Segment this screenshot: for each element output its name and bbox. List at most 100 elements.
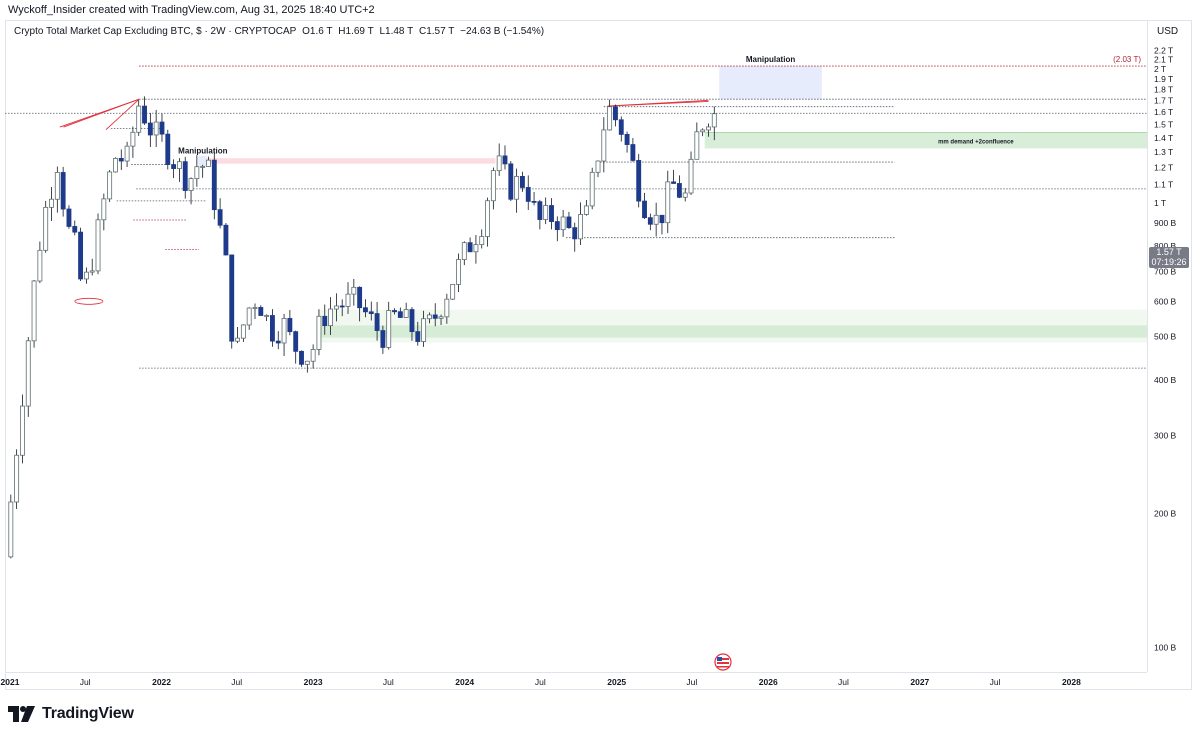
candle (322, 304, 328, 335)
candle-body (258, 307, 264, 316)
candle-body (613, 106, 618, 121)
candle (653, 202, 659, 237)
candle (624, 131, 630, 153)
candle-body (368, 311, 374, 314)
candle (467, 237, 473, 253)
candle (363, 299, 368, 318)
support-zone-1 (318, 309, 1147, 343)
candle-body (299, 350, 304, 365)
time-axis: 2021 Jul 2022 Jul 2023 Jul 2024 Jul 2025 Jul 2026 J… (1, 677, 1082, 687)
candle (607, 99, 613, 131)
candle-body (403, 309, 409, 318)
candle-body (490, 170, 496, 202)
candle-body (264, 315, 270, 317)
candle (147, 112, 153, 147)
candle (159, 113, 165, 142)
candle-body (60, 172, 66, 210)
candle-body (618, 119, 624, 135)
candle (601, 117, 607, 173)
candle (264, 314, 270, 322)
price-tick-label: 1 T (1154, 198, 1166, 208)
candle (107, 170, 113, 202)
candle (618, 116, 624, 142)
candle-body (421, 318, 427, 342)
candle (374, 301, 380, 341)
candle (432, 303, 438, 327)
candle (421, 310, 427, 347)
candle (688, 151, 694, 195)
candle (270, 309, 275, 347)
candle-body (392, 310, 397, 313)
candle-body (165, 133, 171, 165)
candle (8, 494, 14, 559)
candle (345, 282, 351, 314)
candle-body (711, 113, 717, 128)
candle (368, 301, 374, 321)
candle (37, 241, 43, 284)
candle-body (595, 160, 601, 173)
time-tick-label: Jul (990, 677, 1001, 687)
candle-body (72, 226, 78, 233)
time-tick-label: 2025 (607, 677, 626, 687)
candle (287, 309, 293, 336)
candle-body (14, 454, 20, 503)
candle (252, 303, 258, 320)
candle-body (246, 307, 252, 326)
candle (514, 168, 520, 213)
price-tick-label: 1.9 T (1154, 74, 1173, 84)
candle-body (543, 205, 549, 220)
chart-header-title: Wyckoff_Insider created with TradingView… (8, 4, 375, 16)
candle-body (304, 360, 310, 365)
currency-label[interactable]: USD (1157, 26, 1179, 37)
time-tick-label: Jul (383, 677, 394, 687)
candle (25, 336, 31, 417)
candle-body (281, 318, 287, 344)
candle (211, 150, 217, 220)
candle-body (333, 305, 339, 310)
candle (589, 167, 595, 210)
trend-line-3 (607, 101, 709, 107)
candle (397, 307, 403, 318)
time-tick-label: Jul (231, 677, 242, 687)
bar-countdown: 07:19:26 (1151, 257, 1187, 267)
candle (543, 197, 549, 225)
candle-body (357, 286, 363, 309)
candle (671, 169, 677, 184)
chart-frame (5, 20, 1192, 690)
candle-body (473, 244, 479, 253)
candle-body (223, 224, 229, 256)
candle (572, 222, 578, 252)
candle-body (229, 254, 235, 342)
time-tick-label: 2023 (304, 677, 323, 687)
tradingview-logo[interactable]: TradingView (8, 703, 134, 725)
candle-body (444, 298, 450, 318)
candle (508, 161, 514, 202)
price-tick-label: 800 B (1154, 241, 1177, 251)
candle (351, 278, 357, 306)
symbol-name[interactable]: Crypto Total Market Cap Excluding BTC, $… (14, 26, 297, 37)
candle-body (531, 200, 537, 203)
price-chart[interactable]: Manipulation Manipulation mm demand +2conf… (0, 0, 1200, 700)
candle-body (374, 313, 380, 331)
candle (554, 216, 560, 242)
candle-body (147, 122, 153, 136)
time-tick-label: 2022 (152, 677, 171, 687)
candle (636, 153, 642, 208)
candle-body (479, 236, 485, 246)
candle (130, 126, 136, 158)
candle (246, 307, 252, 330)
candle-body (659, 214, 665, 224)
candle-body (66, 208, 72, 227)
candle (566, 211, 572, 229)
candle (78, 227, 84, 282)
candle (659, 214, 665, 235)
candle (711, 106, 717, 141)
price-tick-label: 1.5 T (1154, 120, 1173, 130)
price-tick-label: 300 B (1154, 430, 1177, 440)
candle-body (682, 192, 688, 198)
candle (613, 104, 618, 127)
candle-body (688, 158, 694, 194)
time-tick-label: 2026 (759, 677, 778, 687)
symbol-legend: Crypto Total Market Cap Excluding BTC, $… (14, 26, 547, 37)
candle-body (217, 209, 223, 226)
